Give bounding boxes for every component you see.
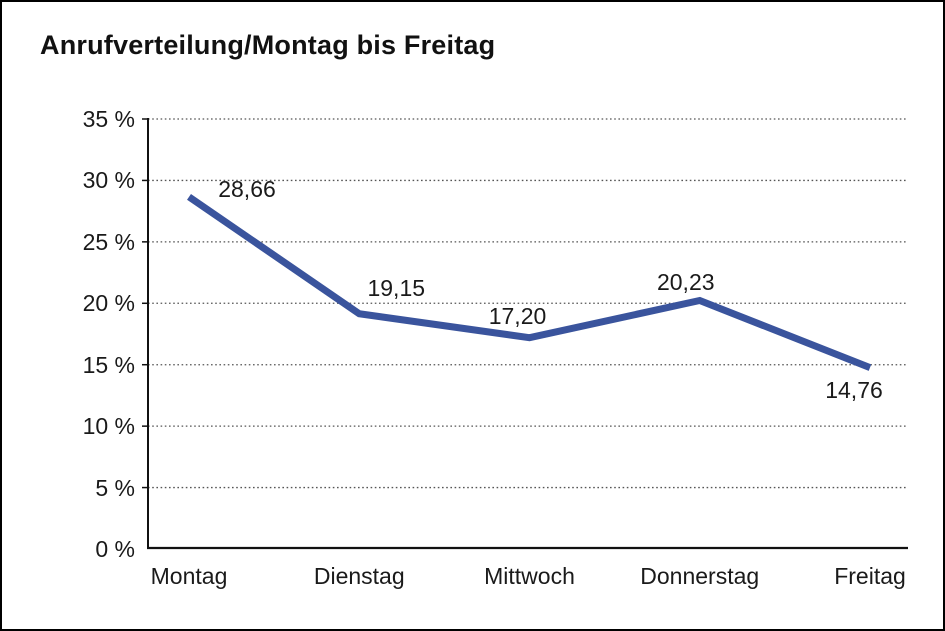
data-series-line	[187, 194, 872, 371]
y-tick-label: 30 %	[82, 167, 135, 194]
x-category-label: Montag	[150, 563, 228, 589]
y-tick-label: 0 %	[95, 536, 135, 562]
y-tick-label: 15 %	[82, 351, 135, 378]
data-point-label: 20,23	[656, 269, 715, 296]
chart-title: Anrufverteilung/Montag bis Freitag	[40, 30, 496, 60]
data-point-label: 28,66	[218, 175, 276, 202]
data-point-label: 17,20	[488, 302, 547, 329]
x-category-label: Donnerstag	[640, 563, 760, 589]
data-point-label: 19,15	[367, 274, 426, 301]
y-tick-label: 10 %	[82, 413, 135, 440]
y-tick-label: 35 %	[82, 106, 135, 132]
x-category-label: Mittwoch	[484, 563, 575, 589]
x-category-label: Dienstag	[313, 563, 405, 589]
y-tick-label: 25 %	[82, 228, 135, 255]
x-category-label: Freitag	[834, 563, 906, 589]
data-point-label: 14,76	[825, 376, 883, 403]
y-tick-label: 20 %	[82, 290, 135, 317]
y-tick-label: 5 %	[95, 474, 135, 501]
